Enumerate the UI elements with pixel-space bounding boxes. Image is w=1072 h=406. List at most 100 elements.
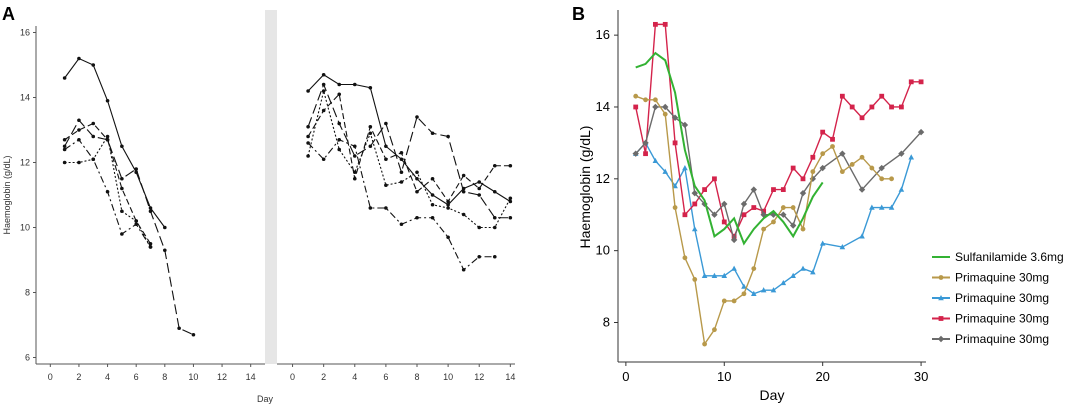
panel-a-left-point [77, 118, 81, 123]
panel-b-point [643, 151, 648, 157]
panel-a-right-point [306, 141, 310, 145]
panel-a-left-point [120, 144, 124, 149]
panel-a-right-point [352, 176, 357, 181]
panel-a-left-point [120, 176, 124, 181]
panel-b-point [642, 139, 649, 147]
panel-b-point [731, 265, 737, 271]
panel-b-point [859, 115, 865, 121]
panel-b-point [682, 255, 688, 261]
panel-b-point [830, 144, 835, 149]
panel-a-right-xtick-label: 4 [352, 372, 357, 382]
panel-a-right-xtick-label: 0 [290, 372, 295, 382]
panel-b-point [691, 189, 698, 197]
panel-b-point [898, 104, 904, 110]
panel-a-left-point [62, 137, 67, 142]
panel-b-point [692, 201, 698, 207]
panel-b-point [721, 219, 727, 225]
panel-a-right-series-line-5 [307, 90, 511, 229]
panel-a-right-point [492, 215, 497, 220]
panel-a-right-point [415, 176, 419, 181]
panel-b-point [898, 150, 905, 157]
panel-b-legend: Sulfanilamide 3.6mg Primaquine 30mg Primaq… [932, 250, 1064, 346]
panel-a-right-point [384, 144, 388, 149]
panel-a-right-point [352, 170, 357, 175]
legend-swatch-marker [938, 295, 944, 301]
panel-a-xtick-label: 12 [217, 372, 227, 382]
panel-b-point [918, 79, 924, 85]
legend-entry-label: Primaquine 30mg [955, 291, 1049, 305]
panel-a-right-series-line-2 [307, 82, 511, 219]
panel-b-series-line-1 [635, 51, 824, 246]
panel-a-right-point [337, 92, 342, 97]
panel-b-point [820, 129, 826, 135]
panel-a-ytick-label: 14 [20, 93, 30, 103]
panel-a-right-point [321, 108, 326, 113]
panel-a-right-point [368, 124, 373, 129]
panel-b-point [662, 21, 668, 27]
panel-b-point [721, 200, 728, 208]
panel-b-ylabel: Haemoglobin (g/dL) [577, 126, 593, 249]
panel-b-point [712, 327, 717, 333]
panel-a-ytick-label: 16 [20, 28, 30, 38]
panel-a-right-point [492, 225, 497, 230]
panel-b-xlabel: Day [760, 387, 785, 403]
panel-b-xtick-label: 0 [622, 369, 629, 384]
panel-a-right-xtick-label: 14 [505, 372, 515, 382]
panel-a-xtick-label: 8 [162, 372, 167, 382]
panel-a-left-point [77, 137, 81, 142]
panel-b-point [672, 183, 678, 189]
panel-a-right-point [384, 183, 388, 188]
panel-a-left-point [163, 225, 167, 230]
panel-b-point [908, 154, 915, 160]
panel-b-point [671, 114, 679, 121]
panel-b-point [780, 279, 787, 286]
panel-a-left-point [91, 157, 96, 162]
panel-a-right-point [446, 202, 450, 207]
panel-b-point [760, 287, 767, 293]
panel-a-right-point [430, 176, 435, 181]
panel-b-point [633, 104, 639, 110]
panel-b-point [643, 97, 648, 103]
panel-b-point [672, 205, 678, 210]
panel-a-right-point [321, 82, 326, 87]
panel-a-right-point [477, 193, 482, 197]
panel-a-right-point [477, 254, 482, 259]
panel-a-right-point [508, 196, 513, 201]
panel-a-right-point [352, 82, 357, 87]
panel-a-right-point [430, 131, 435, 136]
panel-b-point [682, 212, 688, 218]
panel-b-point [859, 154, 865, 160]
panel-b-point [652, 103, 659, 111]
panel-b-point [711, 211, 718, 218]
panel-b-series-line-4 [635, 23, 922, 238]
panel-b-point [800, 176, 806, 182]
panel-b-point [771, 219, 776, 225]
panel-b-point [810, 269, 816, 275]
panel-b-ytick-label: 14 [596, 99, 610, 114]
panel-a-left-point [91, 121, 96, 126]
panel-a-xtick-label: 10 [188, 372, 198, 382]
panel-a-right-point [492, 189, 497, 194]
panel-b-point [702, 187, 707, 192]
panel-a-left-point [148, 245, 153, 249]
panel-a-left-point [148, 209, 153, 214]
panel-b-point [741, 283, 747, 289]
panel-a-right-xtick-label: 10 [443, 372, 453, 382]
panel-b-point [741, 212, 747, 218]
panel-a-right-point [508, 163, 513, 168]
panel-a-left-point [62, 160, 67, 165]
panel-a-left-point [134, 222, 138, 227]
panel-b-point [869, 204, 875, 210]
panel-a-right-point [368, 144, 373, 149]
panel-b-point [849, 162, 855, 167]
panel-a-right-point [477, 186, 482, 191]
panel-a-right-point [321, 72, 326, 77]
panel-b-point [681, 121, 689, 129]
panel-b-point [839, 93, 845, 99]
panel-a-xtick-label: 6 [134, 372, 139, 382]
panel-a-right-point [306, 89, 310, 93]
panel-b-point [702, 341, 707, 347]
panel-a-right-point [384, 157, 388, 162]
panel-b-point [879, 176, 885, 182]
